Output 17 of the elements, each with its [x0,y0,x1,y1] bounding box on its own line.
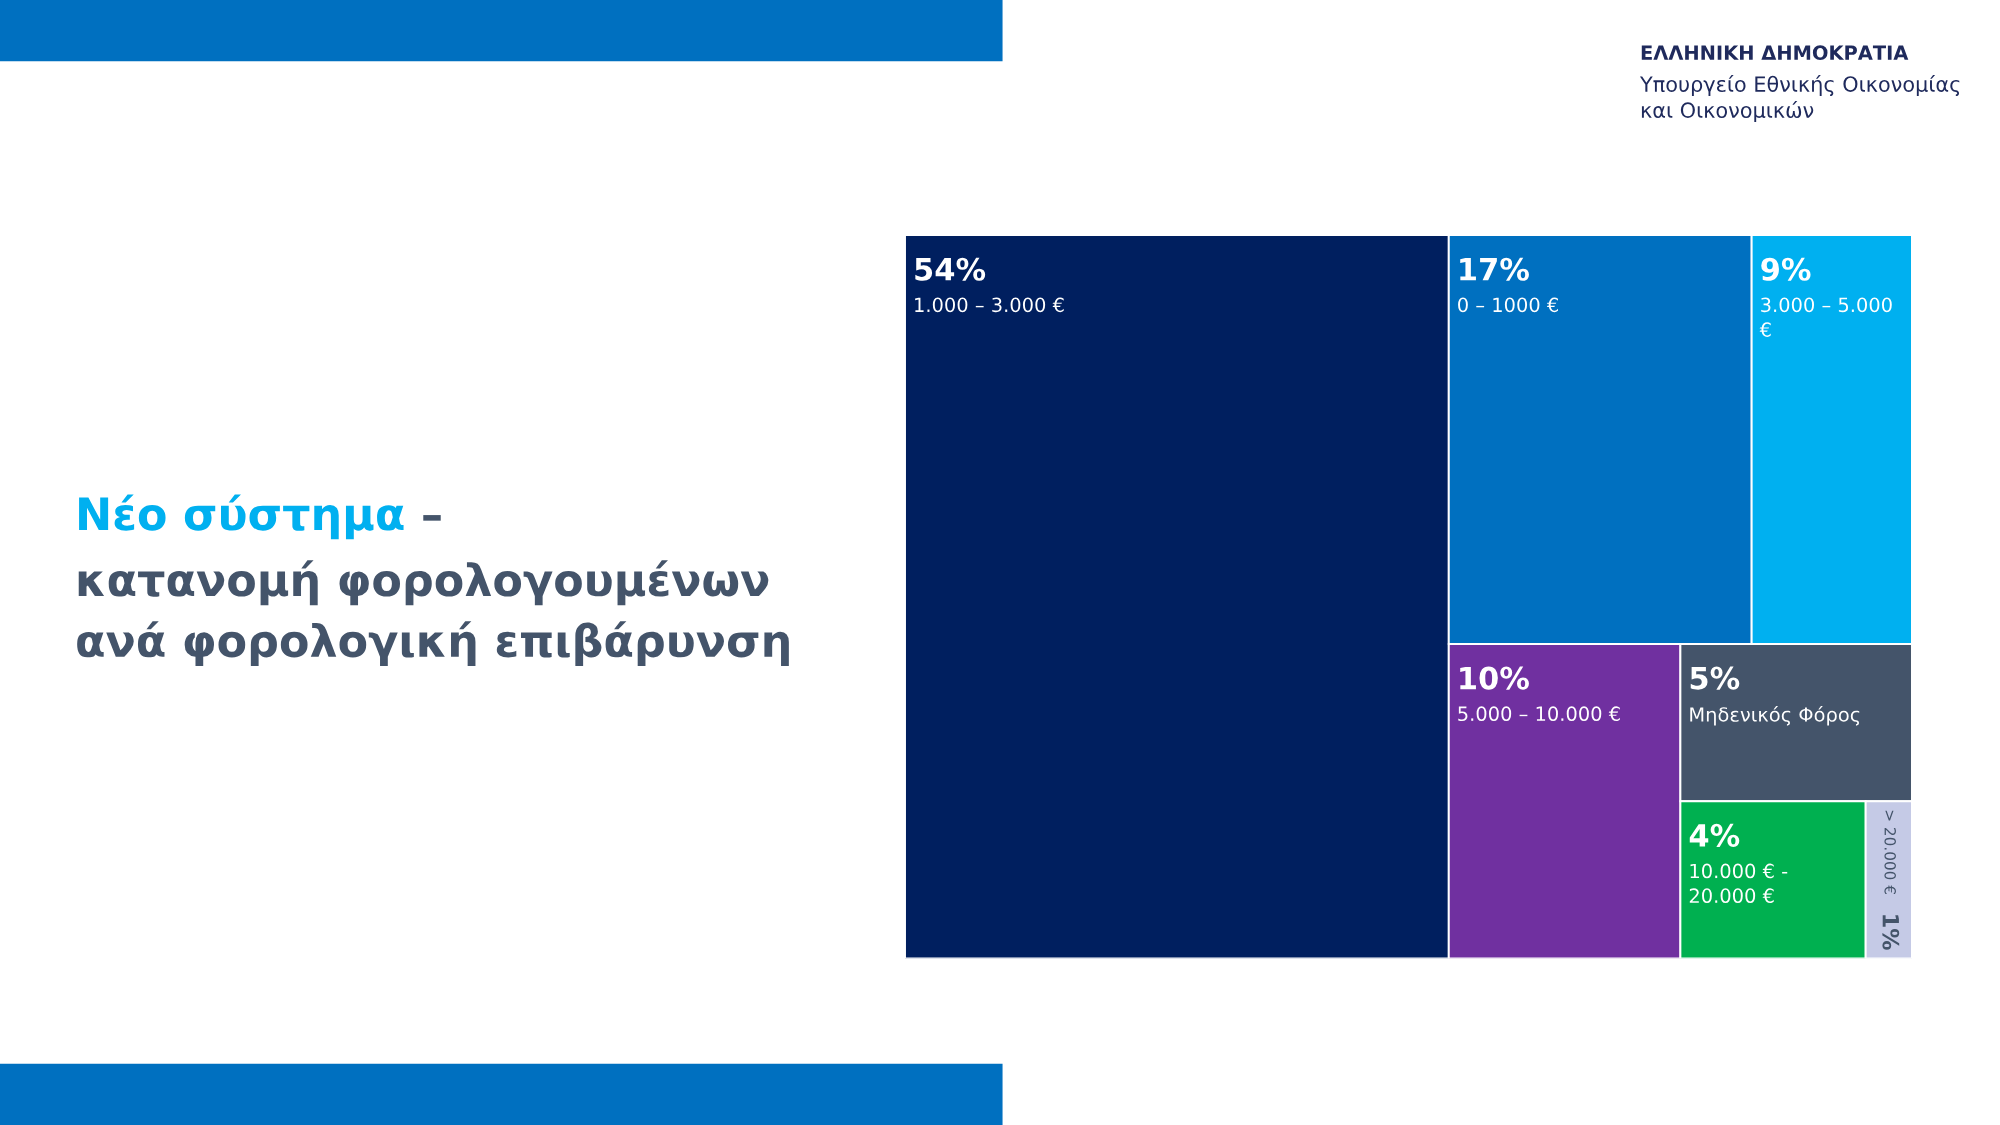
category-label: 5.000 – 10.000 € [1458,706,1620,722]
text: Νέο σύστημα [79,494,404,540]
data-label: 5% [1690,666,1740,690]
data-label: 4% [1689,823,1740,847]
text: ΕΛΛΗΝΙΚΗ ΔΗΜΟΚΡΑΤΙΑ [1641,45,1909,61]
category-label: > 20.000 € [1884,810,1896,894]
category-label: 1.000 – 3.000 € [915,297,1064,313]
data-label: 10% [1460,666,1529,690]
category-label: Μηδενικός Φόρος [1690,706,1860,726]
data-label: 54% [915,257,986,281]
data-label: 1% [1882,915,1900,950]
text: Υπουργείο Εθνικής Οικονομίας και Οικονομικών [1639,75,1960,123]
category-label: 10.000 € - 20.000 € [1689,863,1788,904]
data-label: 17% [1460,257,1529,281]
data-label: 9% [1761,257,1811,281]
category-label: 0 – 1000 € [1458,297,1558,313]
category-label: 3.000 – 5.000 € [1759,297,1892,337]
